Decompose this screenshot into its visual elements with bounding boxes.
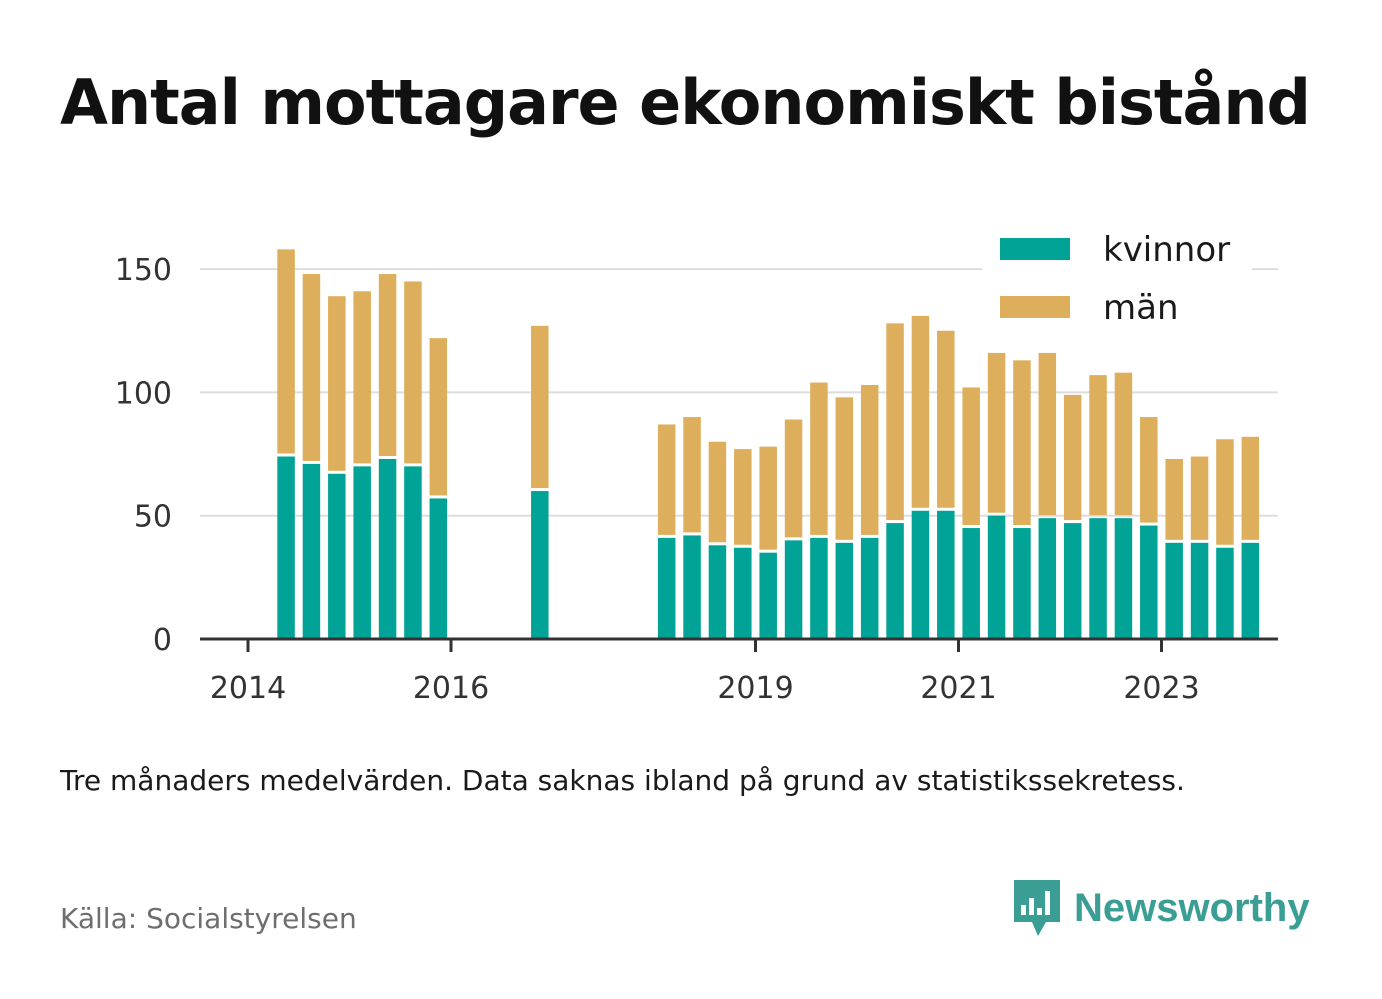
bar-kvinnor (734, 547, 752, 639)
legend-label: kvinnor (1103, 230, 1230, 270)
brand-logo: Newsworthy (1012, 878, 1310, 938)
bar-man (1038, 352, 1057, 516)
bar-kvinnor (531, 491, 549, 639)
y-tick-label: 100 (115, 376, 172, 411)
bar-kvinnor (404, 466, 422, 639)
bar-kvinnor (1216, 547, 1234, 639)
y-axis-ticks: 0 50 100 150 (115, 253, 172, 658)
bar-kvinnor (1038, 518, 1057, 639)
bar-man (1190, 456, 1209, 540)
bar-man (429, 338, 448, 496)
bar-man (810, 382, 828, 535)
bar-kvinnor (277, 456, 295, 639)
bar-man (353, 291, 371, 464)
bar-man (1063, 394, 1082, 521)
bar-man (277, 249, 295, 454)
y-tick-label: 50 (134, 500, 172, 535)
bar-kvinnor (860, 537, 879, 639)
bar-man (1089, 375, 1107, 516)
bar-man (759, 446, 777, 550)
bar-man (937, 330, 955, 508)
bar-kvinnor (784, 540, 803, 639)
x-tick-label: 2019 (717, 671, 793, 706)
bar-kvinnor (1241, 542, 1260, 639)
bar-kvinnor (810, 537, 828, 639)
legend-swatch (1000, 296, 1070, 318)
bar-kvinnor (835, 542, 854, 639)
bar-kvinnor (1013, 528, 1031, 639)
bar-man (1241, 436, 1260, 540)
x-tick-label: 2014 (210, 671, 286, 706)
bar-kvinnor (683, 535, 701, 639)
bar-man (1114, 372, 1133, 516)
bar-man (328, 296, 346, 471)
x-tick-label: 2021 (920, 671, 996, 706)
bar-kvinnor (962, 528, 980, 639)
bar-man (860, 385, 879, 535)
bar-man (784, 419, 803, 538)
bar-man (302, 274, 321, 461)
bar-man (734, 449, 752, 545)
source-note: Källa: Socialstyrelsen (60, 902, 357, 935)
bar-man (683, 417, 701, 533)
bar-kvinnor (1063, 523, 1082, 639)
bar-kvinnor (353, 466, 371, 639)
bar-man (378, 274, 397, 456)
bar-kvinnor (1114, 518, 1133, 639)
bar-man (987, 352, 1006, 513)
bar-man (911, 315, 930, 508)
bar-man (404, 281, 422, 464)
brand-name: Newsworthy (1074, 885, 1310, 930)
bar-man (1013, 360, 1031, 526)
bar-kvinnor (302, 463, 321, 639)
bar-man (1140, 417, 1158, 523)
bar-kvinnor (328, 473, 346, 639)
bar-kvinnor (708, 545, 727, 639)
bar-kvinnor (429, 498, 448, 639)
bar-kvinnor (759, 552, 777, 639)
bar-man (531, 325, 549, 489)
bar-kvinnor (937, 510, 955, 639)
bar-man (1165, 458, 1183, 540)
bar-kvinnor (1140, 525, 1158, 639)
bar-kvinnor (886, 523, 904, 639)
bar-kvinnor (1089, 518, 1107, 639)
legend-label: män (1103, 288, 1179, 328)
legend-swatch (1000, 238, 1070, 260)
chart-caption: Tre månaders medelvärden. Data saknas ib… (60, 764, 1185, 797)
bar-man (886, 323, 904, 521)
bars (277, 249, 1260, 639)
bar-kvinnor (1165, 542, 1183, 639)
bar-man (962, 387, 980, 526)
bar-kvinnor (987, 515, 1006, 639)
chart-title: Antal mottagare ekonomiskt bistånd (60, 66, 1311, 139)
bar-man (708, 441, 727, 543)
bar-man (1216, 439, 1234, 545)
x-tick-label: 2023 (1123, 671, 1199, 706)
x-axis-ticks: 2014 2016 2019 2021 2023 (210, 639, 1200, 706)
bar-kvinnor (1190, 542, 1209, 639)
bar-kvinnor (378, 458, 397, 639)
stacked-bar-chart: 2014 2016 2019 2021 2023 0 50 100 150 kvinnor mä… (114, 225, 1278, 706)
bar-man (657, 424, 676, 535)
newsworthy-logo-icon (1014, 880, 1060, 936)
bar-man (835, 397, 854, 540)
y-tick-label: 0 (153, 623, 172, 658)
x-tick-label: 2016 (413, 671, 489, 706)
y-tick-label: 150 (115, 253, 172, 288)
bar-kvinnor (657, 537, 676, 639)
bar-kvinnor (911, 510, 930, 639)
legend: kvinnor män (982, 225, 1252, 337)
